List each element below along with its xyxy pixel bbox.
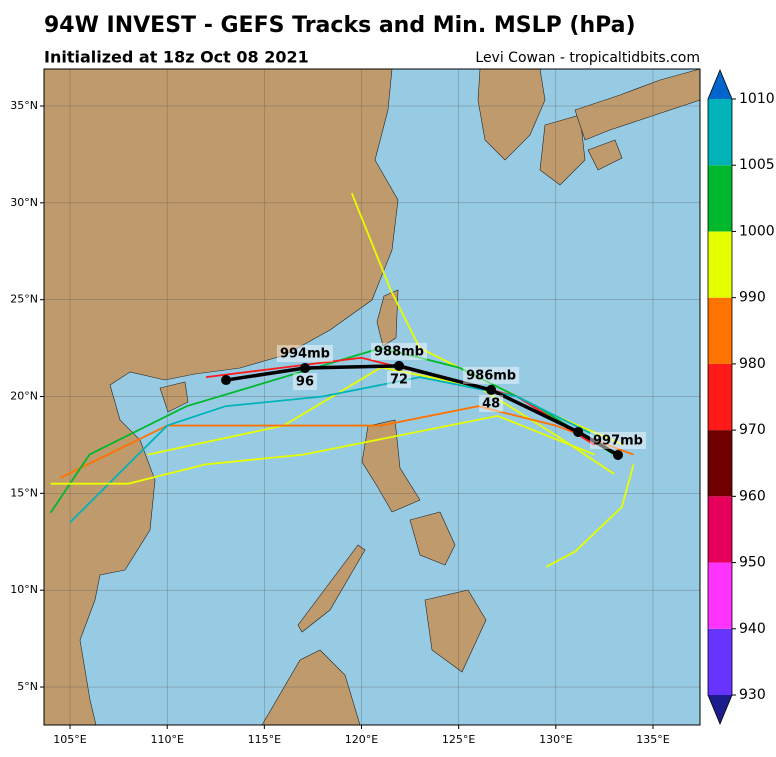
label-bg (479, 394, 504, 412)
mean-track-point (613, 450, 623, 461)
mean-track (225, 364, 619, 457)
mslp-label: 997mb (593, 434, 643, 449)
mslp-label: 988mb (374, 344, 424, 359)
chart-title: 94W INVEST - GEFS Tracks and Min. MSLP (… (44, 13, 636, 38)
colorbar-tick-label: 940 (739, 621, 766, 637)
colorbar-bin (708, 165, 732, 232)
credit: Levi Cowan - tropicaltidbits.com (475, 50, 700, 66)
y-tick-label: 25°N (10, 293, 38, 306)
mean-track-point (486, 384, 497, 395)
mslp-label: 986mb (466, 368, 516, 383)
label-bg (387, 370, 412, 388)
x-tick-label: 115°E (248, 733, 281, 746)
mean-track-point (394, 360, 405, 371)
mean-track-point (573, 426, 584, 437)
label-bg (276, 345, 333, 363)
colorbar-bin (708, 297, 732, 364)
label-bg (371, 342, 428, 360)
ensemble-track (69, 376, 596, 524)
mean-track-point (221, 375, 232, 386)
y-tick-label: 10°N (10, 583, 38, 596)
colorbar-tick-label: 1010 (739, 91, 775, 107)
colorbar-tick-label: 950 (739, 555, 766, 571)
ensemble-track (50, 414, 596, 485)
label-bg (463, 366, 520, 384)
y-tick-label: 35°N (10, 99, 38, 112)
colorbar-bin (708, 628, 732, 695)
colorbar-bin (708, 430, 732, 497)
axes: 105°E 110°E 115°E 120°E 125°E 130°E 135°E 5°N 10… (10, 99, 669, 746)
colorbar-extend-low (708, 695, 732, 724)
colorbar-bin (708, 231, 732, 298)
y-tick-label: 5°N (17, 680, 38, 693)
colorbar-tick-label: 1005 (739, 157, 775, 173)
mslp-label: 994mb (280, 347, 330, 362)
hour-label: 96 (296, 375, 314, 390)
ensemble-track (147, 366, 615, 475)
colorbar-bin (708, 496, 732, 563)
x-tick-label: 125°E (442, 733, 475, 746)
colorbar-tick-label: 1000 (739, 223, 775, 239)
y-tick-label: 30°N (10, 196, 38, 209)
label-bg (292, 373, 317, 391)
x-tick-label: 135°E (636, 733, 669, 746)
x-tick-label: 110°E (150, 733, 183, 746)
x-tick-label: 105°E (53, 733, 86, 746)
colorbar-tick-label: 980 (739, 356, 766, 372)
y-tick-label: 15°N (10, 486, 38, 499)
chart-subtitle: Initialized at 18z Oct 08 2021 (44, 48, 309, 67)
colorbar-tick-label: 960 (739, 488, 766, 504)
mean-track-point (299, 363, 310, 374)
map: 997mb 986mb 48 988mb 72 994mb 96 (44, 69, 700, 725)
colorbar-tick-label: 930 (739, 687, 766, 703)
colorbar-bin (708, 99, 732, 166)
colorbar: 930 940 950 960 970 980 990 1000 1005 1010 (707, 68, 775, 726)
ensemble-track (545, 464, 635, 568)
hour-label: 48 (482, 396, 500, 411)
land (44, 69, 700, 725)
colorbar-bin (708, 363, 732, 431)
colorbar-extend-high (708, 70, 732, 99)
grid (44, 69, 700, 725)
tracks: 997mb 986mb 48 988mb 72 994mb 96 (49, 192, 646, 568)
colorbar-tick-label: 970 (739, 422, 766, 438)
y-tick-label: 20°N (10, 390, 38, 403)
hour-label: 72 (390, 372, 408, 387)
label-bg (590, 432, 646, 450)
colorbar-bin (708, 562, 732, 629)
colorbar-tick-label: 990 (739, 290, 766, 306)
x-tick-label: 120°E (345, 733, 378, 746)
x-tick-label: 130°E (539, 733, 572, 746)
